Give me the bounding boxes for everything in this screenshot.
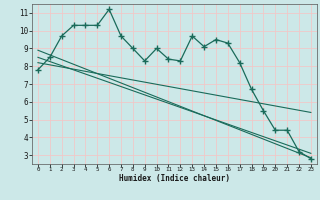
X-axis label: Humidex (Indice chaleur): Humidex (Indice chaleur) — [119, 174, 230, 183]
